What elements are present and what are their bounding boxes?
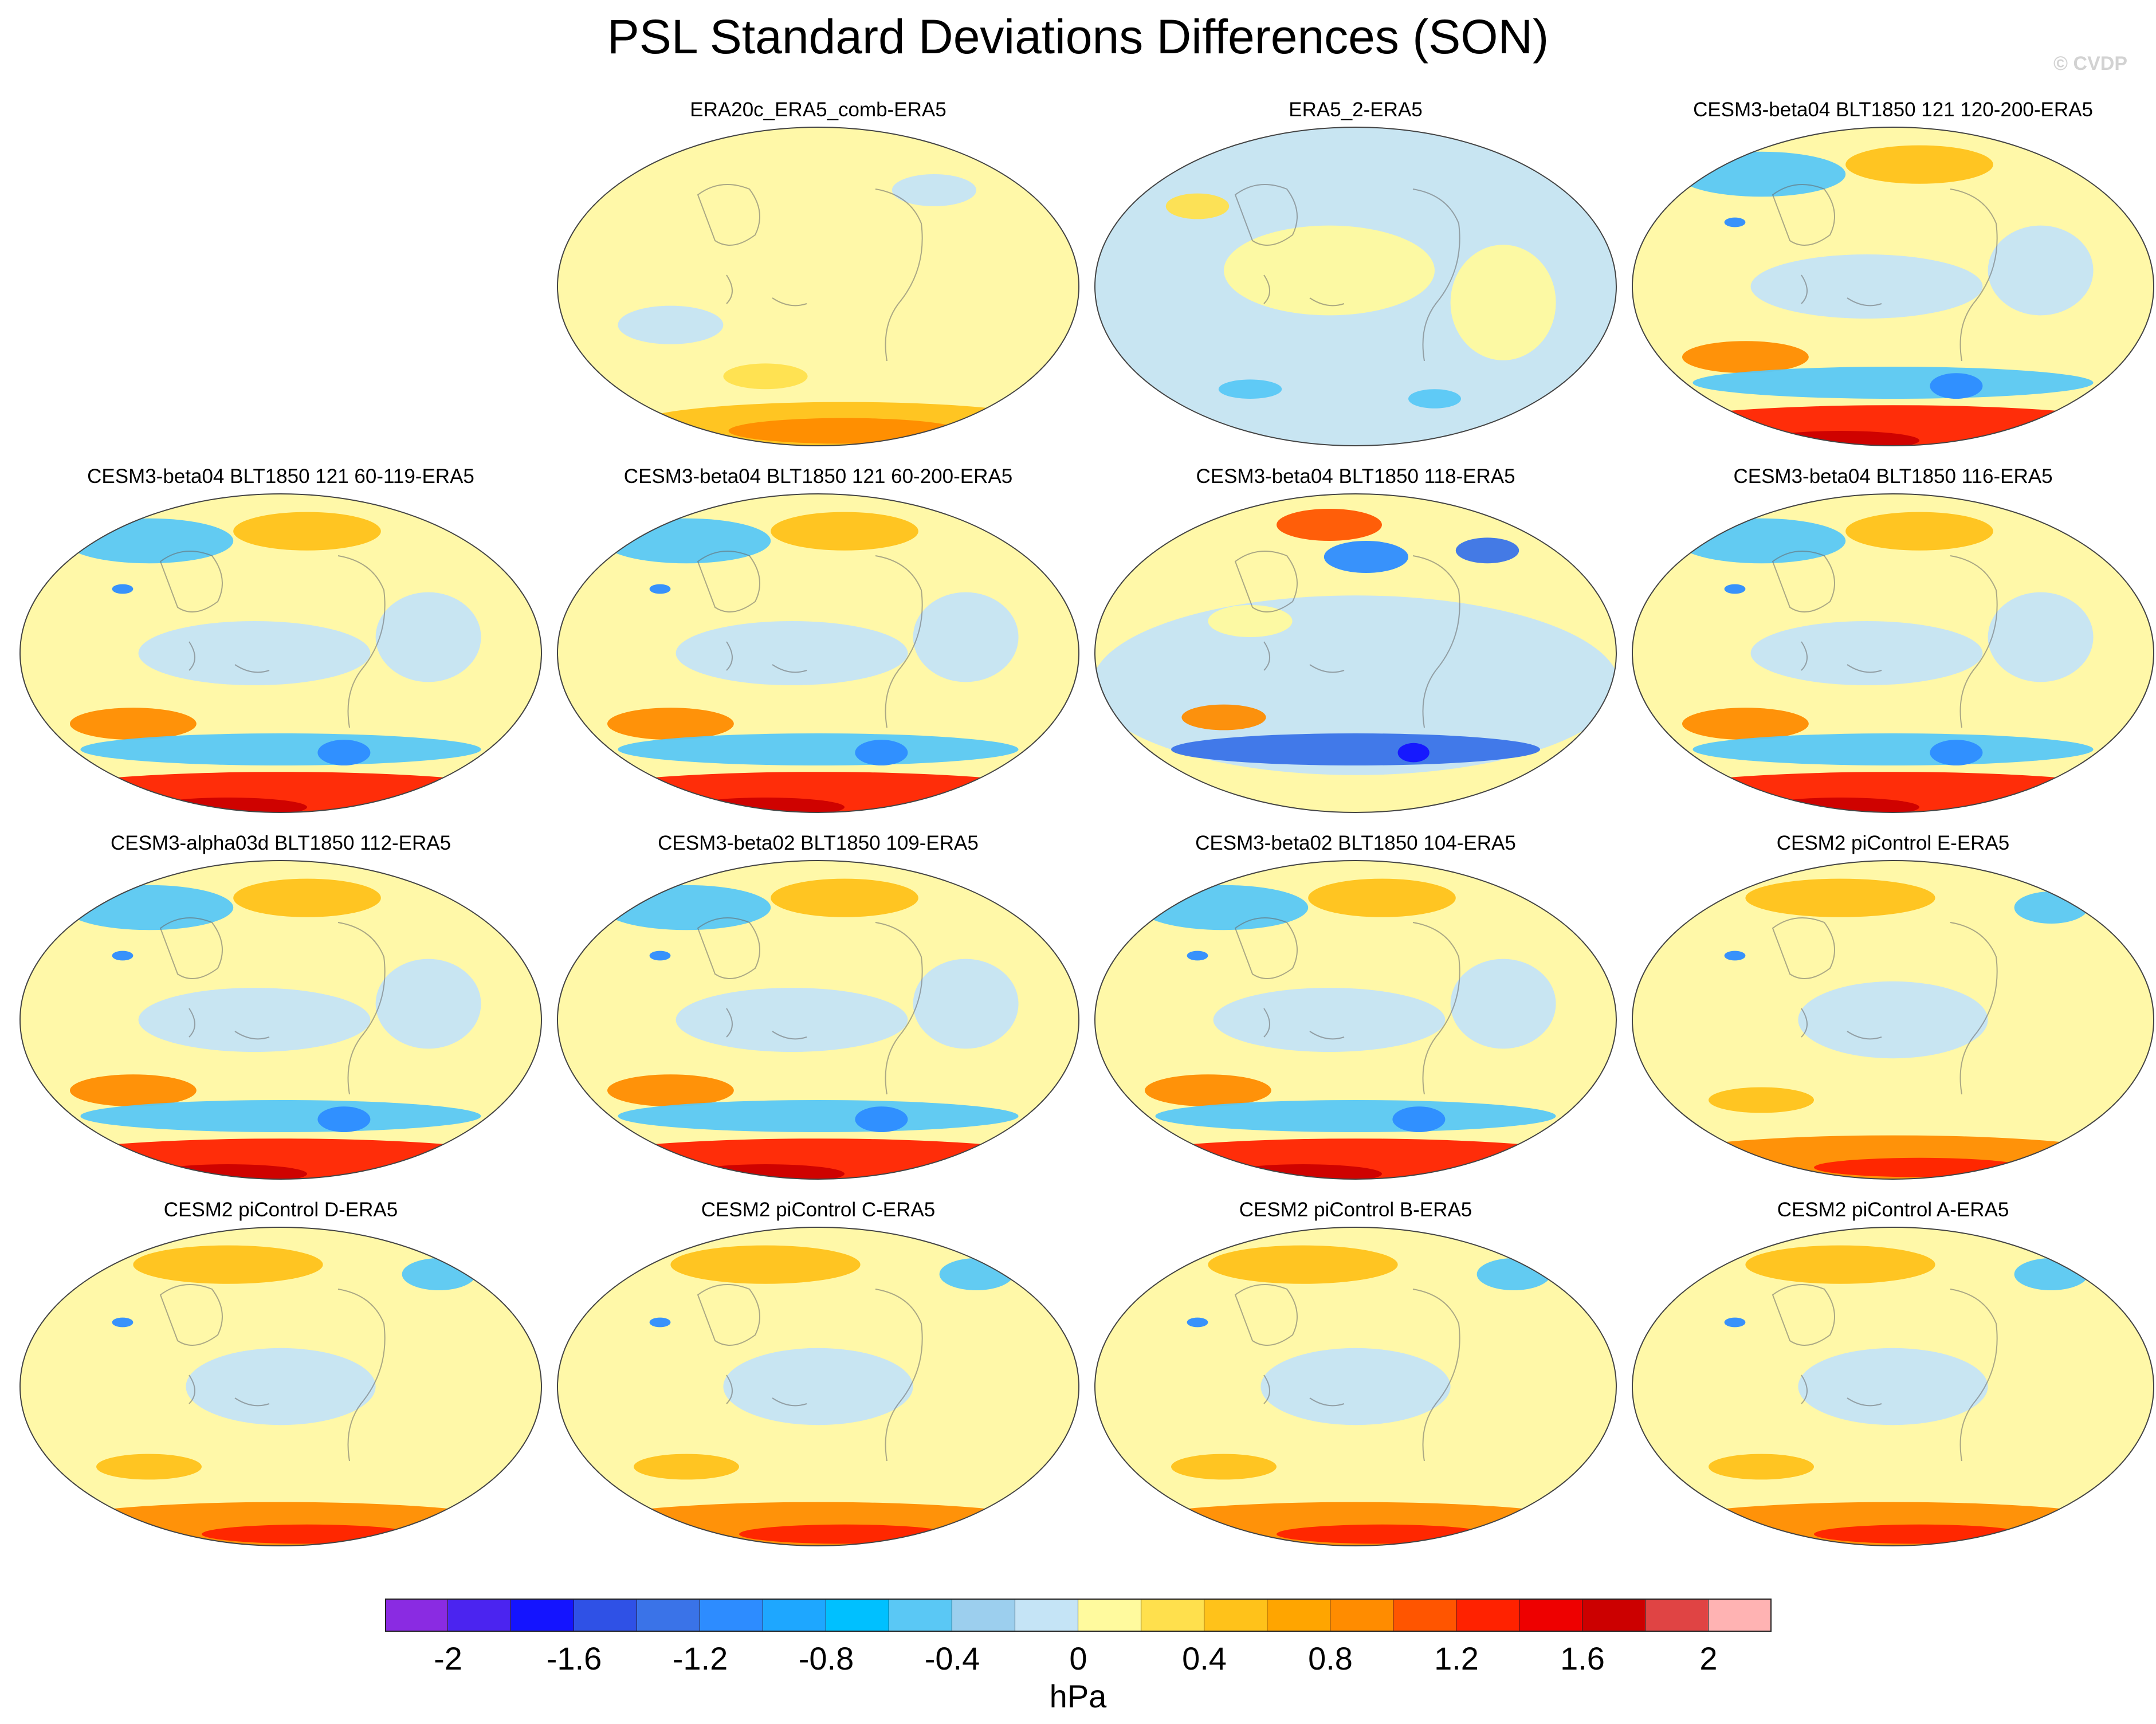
coastline xyxy=(159,1284,386,1462)
figure-title: PSL Standard Deviations Differences (SON… xyxy=(607,10,1549,64)
colorbar-tick-label: 0.8 xyxy=(1308,1640,1353,1676)
coastline xyxy=(697,1284,923,1462)
colorbar-tick-label: 0 xyxy=(1069,1640,1087,1676)
robinson-map xyxy=(19,493,542,813)
colorbar-swatch xyxy=(574,1599,637,1632)
coastline xyxy=(697,184,923,362)
panel-title: ERA5_2-ERA5 xyxy=(1289,99,1423,121)
robinson-map xyxy=(19,1227,542,1546)
map-panel: CESM2 piControl D-ERA5 xyxy=(11,1197,550,1546)
coastline xyxy=(1772,551,1998,728)
panel-title: CESM2 piControl D-ERA5 xyxy=(163,1199,398,1221)
robinson-map xyxy=(1094,493,1617,813)
colorbar-swatch xyxy=(1330,1599,1393,1632)
map-panel: CESM2 piControl E-ERA5 xyxy=(1624,831,2156,1180)
colorbar-tick-label: -1.6 xyxy=(546,1640,602,1676)
colorbar-swatch xyxy=(826,1599,889,1632)
panel-title: CESM2 piControl A-ERA5 xyxy=(1777,1199,2009,1221)
robinson-map xyxy=(19,860,542,1180)
panel-title: CESM3-alpha03d BLT1850 112-ERA5 xyxy=(110,832,451,854)
map-panel: ERA5_2-ERA5 xyxy=(1086,97,1625,446)
robinson-map xyxy=(1094,1227,1617,1546)
map-panel: CESM3-beta04 BLT1850 121 120-200-ERA5 xyxy=(1624,97,2156,446)
colorbar xyxy=(385,1599,1772,1633)
colorbar-units: hPa xyxy=(1049,1678,1107,1714)
colorbar-swatch xyxy=(952,1599,1015,1632)
robinson-map xyxy=(1094,860,1617,1180)
coastline xyxy=(1234,917,1460,1095)
colorbar-swatch xyxy=(1078,1599,1141,1632)
colorbar-tick-label: -0.8 xyxy=(798,1640,854,1676)
colorbar-tick-label: -1.2 xyxy=(672,1640,728,1676)
colorbar-swatch xyxy=(1204,1599,1267,1632)
robinson-map xyxy=(1094,127,1617,446)
colorbar-swatch xyxy=(637,1599,700,1632)
robinson-map xyxy=(557,860,1079,1180)
colorbar-swatch xyxy=(1582,1599,1646,1632)
robinson-map xyxy=(1632,493,2154,813)
coastline xyxy=(159,551,386,728)
map-panel: ERA20c_ERA5_comb-ERA5 xyxy=(549,97,1087,446)
robinson-map xyxy=(1632,1227,2154,1546)
map-panel: CESM3-beta02 BLT1850 104-ERA5 xyxy=(1086,831,1625,1180)
coastline xyxy=(159,917,386,1095)
coastline xyxy=(1234,551,1460,728)
colorbar-swatch xyxy=(1519,1599,1582,1632)
robinson-map xyxy=(557,1227,1079,1546)
panel-title: CESM2 piControl C-ERA5 xyxy=(701,1199,936,1221)
colorbar-swatch xyxy=(511,1599,574,1632)
colorbar-swatch xyxy=(1267,1599,1330,1632)
panel-title: CESM3-beta02 BLT1850 104-ERA5 xyxy=(1195,832,1516,854)
coastline xyxy=(1234,1284,1460,1462)
colorbar-tick-label: 1.6 xyxy=(1560,1640,1605,1676)
panel-title: CESM3-beta02 BLT1850 109-ERA5 xyxy=(658,832,979,854)
map-panel: CESM2 piControl C-ERA5 xyxy=(549,1197,1087,1546)
map-panel: CESM3-alpha03d BLT1850 112-ERA5 xyxy=(11,831,550,1180)
panel-title: ERA20c_ERA5_comb-ERA5 xyxy=(690,99,947,121)
colorbar-swatch xyxy=(448,1599,511,1632)
colorbar-tick-label: 0.4 xyxy=(1182,1640,1227,1676)
colorbar-swatch xyxy=(889,1599,952,1632)
coastline xyxy=(1772,917,1998,1095)
robinson-map xyxy=(557,493,1079,813)
map-panel: CESM2 piControl A-ERA5 xyxy=(1624,1197,2156,1546)
panel-title: CESM3-beta04 BLT1850 116-ERA5 xyxy=(1733,465,2053,488)
colorbar-tick-label: -0.4 xyxy=(924,1640,980,1676)
colorbar-tick-label: -2 xyxy=(434,1640,462,1676)
map-panel: CESM3-beta04 BLT1850 121 60-200-ERA5 xyxy=(549,464,1087,813)
panel-title: CESM3-beta04 BLT1850 121 60-119-ERA5 xyxy=(87,465,474,488)
colorbar-swatch xyxy=(1709,1599,1772,1632)
colorbar-swatch xyxy=(1015,1599,1078,1632)
coastline xyxy=(697,551,923,728)
panel-title: CESM2 piControl B-ERA5 xyxy=(1239,1199,1472,1221)
robinson-map xyxy=(557,127,1079,446)
map-panel: CESM3-beta04 BLT1850 121 60-119-ERA5 xyxy=(11,464,550,813)
colorbar-tick-label: 1.2 xyxy=(1434,1640,1479,1676)
credit-watermark: © CVDP xyxy=(2053,53,2127,74)
panel-title: CESM3-beta04 BLT1850 121 120-200-ERA5 xyxy=(1693,99,2093,121)
colorbar-swatch xyxy=(1646,1599,1709,1632)
map-panel: CESM2 piControl B-ERA5 xyxy=(1086,1197,1625,1546)
robinson-map xyxy=(1632,127,2154,446)
colorbar-swatch xyxy=(1456,1599,1519,1632)
colorbar-swatch xyxy=(1141,1599,1204,1632)
map-panel: CESM3-beta02 BLT1850 109-ERA5 xyxy=(549,831,1087,1180)
colorbar-swatch xyxy=(700,1599,763,1632)
coastline xyxy=(1234,184,1460,362)
coastline xyxy=(1772,1284,1998,1462)
panel-title: CESM3-beta04 BLT1850 118-ERA5 xyxy=(1196,465,1515,488)
map-panel: CESM3-beta04 BLT1850 116-ERA5 xyxy=(1624,464,2156,813)
coastline xyxy=(1772,184,1998,362)
panel-title: CESM3-beta04 BLT1850 121 60-200-ERA5 xyxy=(623,465,1013,488)
colorbar-swatch xyxy=(763,1599,826,1632)
map-panel: CESM3-beta04 BLT1850 118-ERA5 xyxy=(1086,464,1625,813)
colorbar-swatch xyxy=(1393,1599,1456,1632)
panel-title: CESM2 piControl E-ERA5 xyxy=(1776,832,2010,854)
robinson-map xyxy=(1632,860,2154,1180)
colorbar-tick-label: 2 xyxy=(1699,1640,1718,1676)
colorbar-swatch xyxy=(385,1599,448,1632)
coastline xyxy=(697,917,923,1095)
